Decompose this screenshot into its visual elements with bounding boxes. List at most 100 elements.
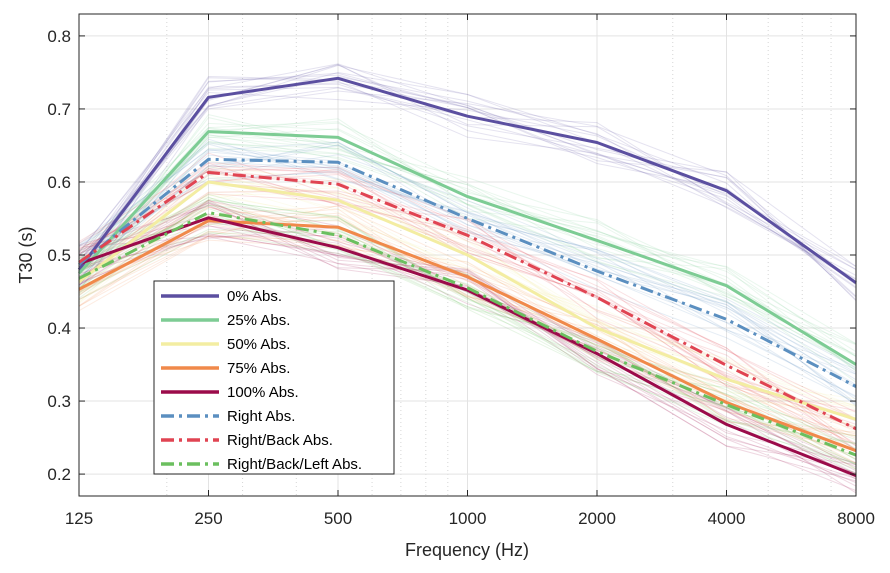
trace-line (78, 144, 857, 386)
trace-line (78, 141, 857, 400)
trace-line (78, 214, 857, 457)
trace-line (78, 213, 857, 482)
trace-line (78, 151, 857, 369)
trace-line (78, 197, 857, 445)
trace-line (78, 166, 857, 407)
trace-line (78, 127, 857, 370)
legend-label: 75% Abs. (227, 360, 290, 377)
y-axis-title: T30 (s) (16, 226, 36, 283)
trace-line (78, 165, 857, 428)
trace-line (78, 199, 857, 480)
legend-label: 100% Abs. (227, 384, 299, 401)
trace-line (78, 174, 857, 419)
trace-line (78, 167, 857, 420)
trace-line (78, 235, 857, 470)
x-tick-label: 500 (324, 509, 352, 528)
y-tick-label: 0.4 (47, 319, 71, 338)
y-tick-label: 0.3 (47, 392, 71, 411)
trace-line (78, 87, 857, 292)
y-tick-label: 0.7 (47, 100, 71, 119)
legend: 0% Abs. 25% Abs. 50% Abs. 75% Abs. 100% Abs.… (153, 280, 395, 475)
x-tick-label: 1000 (449, 509, 487, 528)
trace-line (78, 193, 857, 470)
trace-line (78, 91, 857, 270)
trace-line (78, 206, 857, 452)
trace-line (78, 212, 857, 431)
x-axis-title: Frequency (Hz) (405, 540, 529, 560)
trace-line (78, 141, 857, 366)
trace-line (78, 178, 857, 407)
trace-line (78, 177, 857, 410)
trace-line (78, 230, 857, 437)
series-lines (77, 76, 857, 477)
trace-line (78, 174, 857, 413)
trace-line (78, 199, 857, 452)
trace-line (78, 127, 857, 357)
trace-line (78, 199, 857, 444)
trace-line (78, 64, 857, 281)
trace-line (78, 75, 857, 270)
series-line (78, 157, 857, 388)
trace-line (78, 233, 857, 480)
trace-line (78, 201, 857, 466)
trace-line (78, 231, 857, 441)
trace-line (78, 161, 857, 407)
legend-label: Right/Back Abs. (227, 432, 333, 449)
trace-line (78, 169, 857, 407)
series-line (77, 76, 857, 285)
legend-label: 50% Abs. (227, 336, 290, 353)
trace-line (78, 202, 857, 494)
series-line (78, 216, 857, 477)
trace-line (78, 143, 857, 375)
trace-line (78, 82, 857, 288)
trace-line (78, 169, 857, 427)
y-tick-label: 0.5 (47, 246, 71, 265)
trace-line (78, 134, 857, 353)
x-tick-label: 125 (65, 509, 93, 528)
y-tick-label: 0.8 (47, 27, 71, 46)
trace-line (78, 204, 857, 461)
trace-line (78, 72, 857, 286)
trace-line (78, 154, 857, 375)
individual-trace-bundles (78, 63, 857, 494)
trace-line (78, 63, 857, 297)
trace-line (78, 147, 857, 372)
legend-label: 0% Abs. (227, 288, 282, 305)
trace-line (78, 206, 857, 439)
trace-line (78, 76, 857, 280)
trace-line (78, 162, 857, 430)
trace-line (78, 134, 857, 346)
trace-line (78, 171, 857, 405)
trace-line (78, 74, 857, 302)
series-line (78, 211, 857, 457)
trace-line (78, 136, 857, 345)
trace-line (78, 204, 857, 465)
trace-line (78, 196, 857, 465)
legend-box (153, 280, 395, 475)
trace-line (78, 144, 857, 397)
trace-line (78, 154, 857, 398)
trace-line (78, 234, 857, 464)
x-tick-label: 250 (194, 509, 222, 528)
trace-line (78, 162, 857, 413)
series-line (78, 180, 857, 421)
tick-labels: 125 250 500 1000 2000 4000 8000 0.2 0.3 0.4 0.5 0.6… (47, 27, 875, 528)
trace-line (78, 208, 857, 475)
trace-line (78, 184, 857, 416)
x-tick-label: 8000 (837, 509, 875, 528)
trace-line (78, 138, 857, 381)
series-line (78, 219, 857, 453)
trace-line (78, 165, 857, 406)
axis-ticks (78, 14, 857, 496)
legend-label: 25% Abs. (227, 312, 290, 329)
trace-line (78, 205, 857, 464)
trace-line (78, 165, 857, 404)
trace-line (78, 205, 857, 487)
trace-line (78, 170, 857, 412)
x-tick-label: 2000 (578, 509, 616, 528)
trace-line (78, 169, 857, 430)
y-tick-label: 0.6 (47, 173, 71, 192)
legend-label: Right Abs. (227, 408, 295, 425)
